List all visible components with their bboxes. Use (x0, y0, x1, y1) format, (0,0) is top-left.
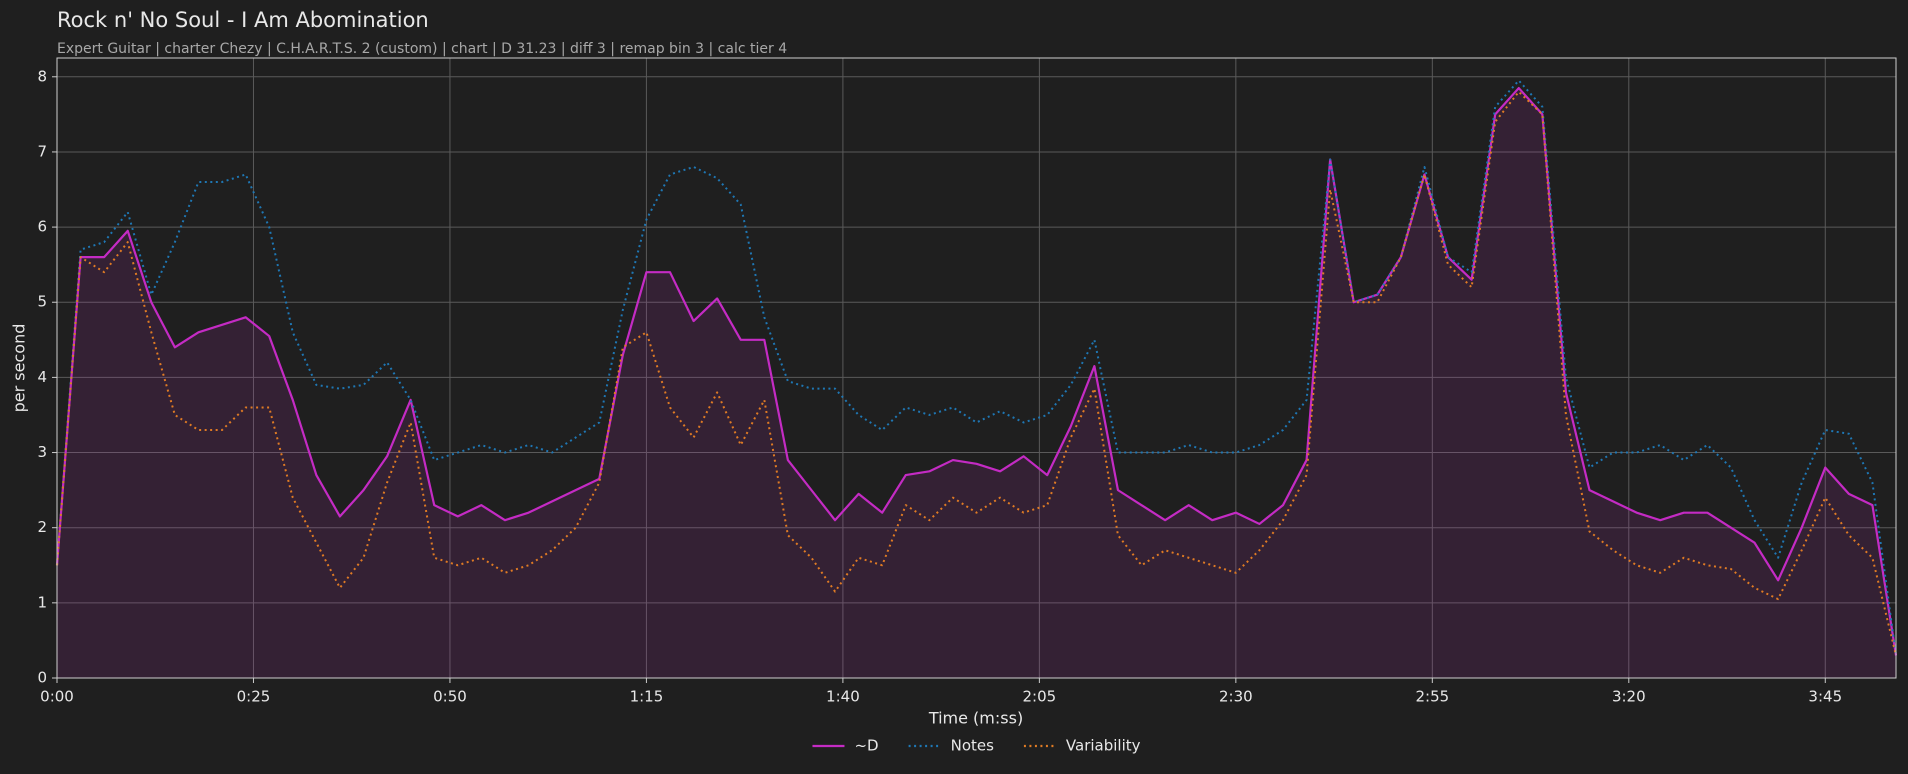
y-tick-label: 8 (37, 67, 47, 85)
plot-frame (56, 57, 1897, 679)
x-tick-label: 0:25 (237, 688, 271, 706)
legend-label: Notes (951, 737, 995, 755)
x-tick-label: 2:05 (1023, 688, 1057, 706)
y-tick-label: 4 (37, 368, 47, 386)
x-tick-label: 1:40 (826, 688, 860, 706)
y-tick-label: 7 (37, 142, 47, 160)
x-tick-label: 0:50 (433, 688, 467, 706)
x-tick-label: 0:00 (40, 688, 74, 706)
x-tick-label: 2:55 (1415, 688, 1449, 706)
y-tick-label: 1 (37, 593, 47, 611)
x-tick-label: 1:15 (630, 688, 664, 706)
x-axis-label: Time (m:ss) (928, 709, 1023, 728)
y-tick-label: 6 (37, 218, 47, 236)
y-tick-label: 5 (37, 293, 47, 311)
x-tick-label: 3:45 (1808, 688, 1842, 706)
x-tick-label: 2:30 (1219, 688, 1253, 706)
y-tick-label: 3 (37, 443, 47, 461)
series-line (56, 90, 1897, 656)
legend: ~D Notes Variability (812, 737, 1141, 755)
y-tick-label: 0 (37, 669, 47, 687)
legend-label: ~D (854, 737, 878, 755)
y-axis-label: per second (10, 324, 29, 413)
legend-label: Variability (1066, 737, 1141, 755)
area (57, 88, 1896, 678)
chart-subtitle: Expert Guitar | charter Chezy | C.H.A.R.… (57, 41, 787, 57)
x-tick-label: 3:20 (1612, 688, 1646, 706)
chart-title: Rock n' No Soul - I Am Abomination (57, 8, 429, 32)
y-tick-label: 2 (37, 518, 47, 536)
series-line (55, 86, 1898, 656)
